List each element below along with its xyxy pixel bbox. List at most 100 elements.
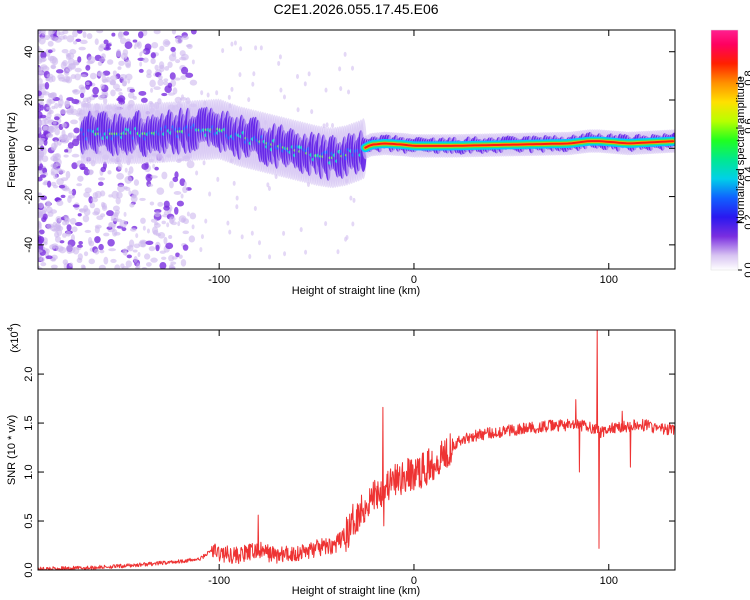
heatmap-noise-cell <box>195 170 199 176</box>
heatmap-noise-cell <box>67 196 72 204</box>
heatmap-noise-cell <box>76 183 83 187</box>
heatmap-noise-cell <box>94 248 100 255</box>
heatmap-noise-cell <box>133 243 141 249</box>
heatmap-noise-cell <box>51 258 56 262</box>
heatmap-noise-cell <box>279 87 283 93</box>
heatmap-noise-cell <box>60 194 66 199</box>
heatmap-noise-cell <box>67 142 74 149</box>
heatmap-noise-cell <box>124 167 128 173</box>
heatmap-noise-cell <box>54 231 60 238</box>
heatmap-noise-cell <box>164 65 170 71</box>
heatmap-noise-cell <box>52 156 58 162</box>
heatmap-noise-cell <box>136 262 141 269</box>
heatmap-noise-cell <box>53 139 59 148</box>
heatmap-noise-cell <box>41 91 50 96</box>
heatmap-noise-cell <box>109 79 117 85</box>
heatmap-noise-cell <box>73 89 78 93</box>
heatmap-noise-cell <box>295 74 299 80</box>
heatmap-noise-cell <box>96 215 104 221</box>
heatmap-noise-cell <box>118 92 123 96</box>
chart-title: C2E1.2026.055.17.45.E06 <box>273 1 438 17</box>
heatmap-noise-cell <box>107 170 112 175</box>
heatmap-noise-cell <box>39 104 44 111</box>
snr-series-line <box>38 330 675 570</box>
heatmap-noise-cell <box>45 248 50 254</box>
heatmap-noise-cell <box>63 214 70 221</box>
heatmap-noise-cell <box>131 193 137 199</box>
heatmap-noise-cell <box>107 238 115 247</box>
heatmap-noise-cell <box>48 93 55 99</box>
heatmap-noise-cell <box>141 50 147 54</box>
heatmap-noise-cell <box>183 181 187 187</box>
heatmap-noise-cell <box>182 244 189 251</box>
heatmap-noise-cell <box>38 83 45 87</box>
heatmap-noise-cell <box>107 59 114 65</box>
heatmap-noise-cell <box>296 107 300 113</box>
heatmap-noise-cell <box>150 52 156 59</box>
heatmap-noise-cell <box>72 40 78 45</box>
heatmap-noise-cell <box>153 86 161 91</box>
heatmap-noise-cell <box>130 227 137 232</box>
heatmap-noise-cell <box>112 70 117 76</box>
heatmap-noise-cell <box>163 200 170 208</box>
heatmap-noise-cell <box>58 31 65 36</box>
heatmap-noise-cell <box>163 78 169 82</box>
heatmap-noise-cell <box>186 211 190 217</box>
heatmap-noise-cell <box>161 92 168 97</box>
heatmap-noise-cell <box>125 63 131 69</box>
heatmap-noise-cell <box>44 82 50 90</box>
heatmap-noise-cell <box>114 264 121 269</box>
heatmap-noise-cell <box>61 220 67 226</box>
heatmap-noise-cell <box>120 263 125 269</box>
heatmap-noise-cell <box>216 176 220 182</box>
heatmap-noise-cell <box>55 222 61 229</box>
heatmap-noise-cell <box>80 74 87 78</box>
heatmap-noise-cell <box>66 97 74 102</box>
heatmap-noise-cell <box>56 200 64 207</box>
heatmap-noise-cell <box>186 160 195 169</box>
heatmap-noise-cell <box>97 181 104 187</box>
snr-xtick-label: -100 <box>208 575 230 587</box>
heatmap-noise-cell <box>38 236 45 243</box>
heatmap-noise-cell <box>232 180 236 186</box>
heatmap-noise-cell <box>129 202 135 208</box>
heatmap-noise-cell <box>168 265 176 269</box>
heatmap-noise-cell <box>72 138 80 147</box>
heatmap-noise-cell <box>41 31 46 36</box>
heatmap-noise-cell <box>310 109 314 115</box>
heatmap-noise-cell <box>38 48 43 52</box>
heatmap-noise-cell <box>70 217 77 225</box>
snr-y-ticks: 0.0 0.5 1.0 1.5 2.0 <box>23 366 675 578</box>
heatmap-noise-cell <box>132 249 138 253</box>
heatmap-noise-cell <box>172 87 178 95</box>
heatmap-noise-cell <box>40 262 47 267</box>
heatmap-noise-cell <box>189 79 198 86</box>
snr-x-ticks: -100 0 100 <box>208 330 618 587</box>
heatmap-noise-cell <box>304 249 308 255</box>
heatmap-noise-cell <box>65 244 73 253</box>
heatmap-noise-cell <box>181 35 189 40</box>
heatmap-noise-cell <box>139 61 143 67</box>
heatmap-noise-cell <box>159 64 165 73</box>
colorbar-tick-label: 0.4 <box>743 166 750 181</box>
heatmap-noise-cell <box>299 227 303 233</box>
heatmap-noise-cell <box>247 97 251 103</box>
heatmap-noise-cell <box>156 187 165 195</box>
heatmap-noise-cell <box>110 258 117 263</box>
heatmap-noise-cell <box>58 184 66 189</box>
snr-line-series <box>38 330 675 570</box>
heatmap-noise-cell <box>123 31 130 36</box>
heatmap-noise-cell <box>49 55 57 64</box>
colorbar-tick-label: 0.8 <box>743 70 750 85</box>
heatmap-noise-cell <box>126 245 131 250</box>
heatmap-noise-cell <box>121 227 127 232</box>
heatmap-noise-cell <box>65 170 71 179</box>
heatmap-noise-cell <box>252 71 256 77</box>
heatmap-noise-cell <box>77 213 82 217</box>
heatmap-noise-cell <box>181 66 189 75</box>
colorbar-tick-label: 0.0 <box>743 262 750 277</box>
heatmap-noise-cell <box>168 254 175 262</box>
heatmap-noise-cell <box>108 248 116 252</box>
heatmap-noise-cell <box>126 254 133 259</box>
heatmap-noise-cell <box>145 240 154 246</box>
